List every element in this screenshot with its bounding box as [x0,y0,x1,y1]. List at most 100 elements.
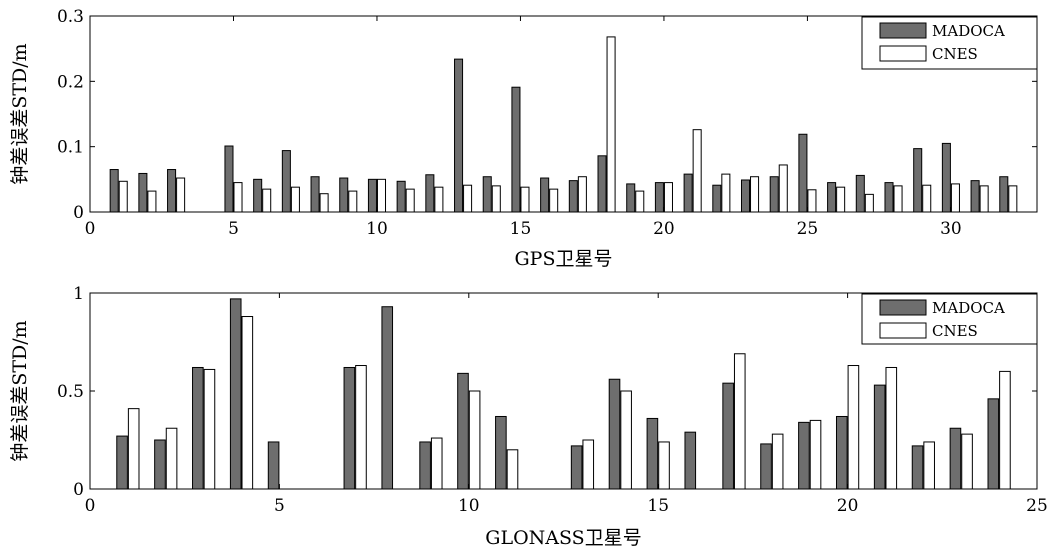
glonass-bar-madoca-21 [873,384,886,490]
gps-x-tick-label: 0 [85,219,96,239]
glonass-bar-cnes-18 [771,433,784,490]
glonass-bar-madoca-11 [495,415,507,490]
glonass-x-tick-label: 15 [647,496,669,516]
glonass-legend-label-cnes: CNES [932,322,978,340]
gps-bar-madoca-25 [798,133,808,213]
glonass-bar-cnes-19 [809,419,822,490]
gps-bar-cnes-21 [692,129,702,213]
gps-bar-madoca-8 [310,176,320,213]
gps-legend-label-cnes: CNES [932,45,978,63]
glonass-bar-cnes-10 [468,390,481,490]
glonass-bar-madoca-18 [760,443,772,490]
gps-ticks: 0 5 10 15 20 25 30 0 0.1 0.2 0.3 [57,7,1037,239]
gps-bar-cnes-2 [147,190,157,213]
gps-bar-madoca-7 [281,150,291,213]
glonass-bar-cnes-21 [885,366,898,490]
gps-bar-cnes-12 [434,186,444,213]
gps-x-tick-label: 10 [366,219,388,239]
gps-bar-cnes-13 [463,184,473,213]
glonass-bar-madoca-4 [229,298,242,490]
glonass-y-axis-label: 钟差误差STD/m [9,320,31,461]
gps-bar-madoca-3 [167,169,177,213]
glonass-bar-madoca-23 [949,427,962,490]
glonass-bar-cnes-13 [582,439,595,490]
gps-bar-madoca-23 [741,179,751,213]
gps-bar-madoca-30 [941,142,951,213]
gps-bar-cnes-8 [319,193,329,213]
gps-bar-cnes-6 [262,188,272,213]
glonass-bar-cnes-3 [203,368,216,490]
glonass-y-tick-label: 0.5 [57,382,84,402]
gps-bar-cnes-23 [750,176,760,213]
glonass-bar-madoca-24 [987,398,1000,490]
gps-bar-madoca-5 [224,145,234,213]
gps-bar-madoca-28 [884,182,894,213]
glonass-x-tick-label: 10 [458,496,480,516]
gps-bar-madoca-9 [339,177,349,213]
glonass-bar-cnes-14 [620,390,632,490]
gps-bar-cnes-30 [950,183,960,213]
glonass-bar-madoca-19 [798,421,810,490]
gps-bar-madoca-22 [712,184,722,213]
gps-x-tick-label: 15 [510,219,532,239]
glonass-x-axis-label: GLONASS卫星号 [485,527,641,549]
glonass-bar-cnes-4 [241,316,254,490]
gps-x-tick-label: 20 [653,219,675,239]
glonass-bar-cnes-1 [127,408,140,490]
glonass-bar-madoca-17 [722,382,734,490]
gps-bar-madoca-1 [109,169,119,213]
gps-y-tick-label: 0.3 [57,7,84,27]
glonass-bar-cnes-23 [961,433,973,490]
glonass-bar-madoca-7 [343,366,356,490]
glonass-bar-madoca-13 [570,445,583,490]
glonass-bar-madoca-9 [419,441,431,490]
gps-bar-cnes-20 [663,182,673,213]
glonass-x-tick-label: 20 [837,496,859,516]
gps-bar-madoca-29 [913,148,923,213]
glonass-legend-swatch-madoca [879,299,927,316]
gps-bar-cnes-26 [836,186,846,213]
gps-x-tick-label: 30 [940,219,962,239]
gps-legend-label-madoca: MADOCA [932,22,1005,40]
gps-bar-cnes-18 [606,36,616,213]
glonass-bar-madoca-14 [608,378,621,490]
gps-bar-madoca-32 [999,176,1009,213]
gps-bar-madoca-21 [683,173,693,213]
glonass-x-tick-label: 5 [274,496,285,516]
glonass-bar-cnes-17 [733,353,746,490]
glonass-bar-cnes-11 [506,449,519,490]
glonass-legend-label-madoca: MADOCA [932,299,1005,317]
glonass-chart: 0 5 10 15 20 25 0 0.5 1 GLONASS卫星号 钟差误差STD/m MAD… [9,284,1048,549]
glonass-ticks: 0 5 10 15 20 25 0 0.5 1 [57,284,1048,516]
gps-legend-swatch-madoca [879,22,927,39]
gps-bar-cnes-3 [176,177,186,213]
glonass-bar-cnes-7 [355,365,367,490]
gps-bar-madoca-31 [970,180,980,213]
gps-bar-madoca-13 [454,58,464,213]
glonass-y-tick-label: 1 [73,284,84,304]
gps-bar-cnes-29 [922,184,932,213]
gps-y-tick-label: 0.2 [57,72,84,92]
gps-y-axis-label: 钟差误差STD/m [9,43,31,184]
glonass-bar-madoca-20 [835,415,848,490]
gps-bar-cnes-5 [233,182,243,213]
gps-bar-cnes-14 [491,185,501,213]
gps-bar-madoca-15 [511,86,521,213]
glonass-bar-cnes-24 [999,370,1011,490]
gps-y-tick-label: 0 [73,203,84,223]
gps-bar-cnes-24 [778,164,788,213]
glonass-bar-madoca-5 [267,441,280,490]
gps-bar-cnes-28 [893,185,903,213]
glonass-legend: MADOCA CNES [861,293,1038,345]
glonass-bar-cnes-9 [430,437,443,490]
gps-legend-swatch-cnes [879,45,927,62]
gps-bars [109,36,1018,213]
glonass-bar-madoca-15 [646,417,659,490]
gps-bar-cnes-19 [635,190,645,213]
glonass-bar-cnes-2 [165,427,178,490]
gps-bar-cnes-9 [348,190,358,213]
glonass-bar-madoca-16 [684,431,697,490]
glonass-bar-cnes-15 [658,441,670,490]
glonass-bar-madoca-10 [457,372,469,490]
gps-bar-madoca-14 [482,176,492,213]
